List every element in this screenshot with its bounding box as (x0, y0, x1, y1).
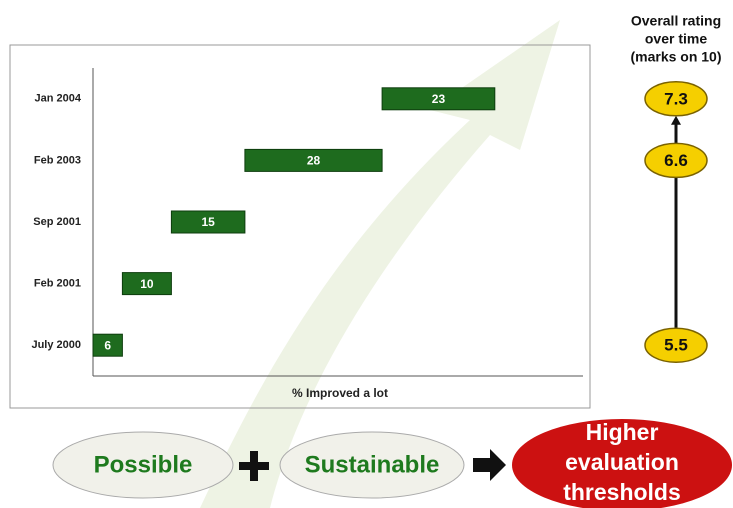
sustainable-text: Sustainable (305, 451, 440, 478)
footer: Possible Sustainable Higher evaluation t… (52, 419, 732, 508)
bar-label: 23 (432, 92, 446, 106)
chart-frame (9, 44, 591, 409)
bar (170, 210, 246, 234)
result-bubble (512, 419, 732, 508)
background-arrow (200, 20, 560, 508)
y-tick-label: July 2000 (31, 339, 81, 351)
x-axis-label: % Improved a lot (292, 386, 388, 400)
y-tick-label: Feb 2003 (34, 154, 81, 166)
bar-label: 15 (201, 215, 215, 229)
sustainable-bubble (279, 431, 465, 499)
plus-sign (239, 462, 269, 470)
bar (244, 148, 383, 172)
rating-arrowhead (671, 115, 681, 125)
y-tick-label: Sep 2001 (33, 216, 81, 228)
possible-text: Possible (94, 451, 193, 478)
bar-label: 10 (140, 277, 154, 291)
y-tick-label: Jan 2004 (35, 93, 82, 105)
rating-label: 6.6 (664, 151, 688, 170)
bar-label: 28 (307, 154, 321, 168)
rating-oval (644, 142, 708, 179)
result-text: evaluation (565, 449, 679, 475)
bar (92, 333, 123, 357)
bar-label: 6 (104, 338, 111, 352)
possible-bubble (52, 431, 234, 499)
bar (381, 87, 496, 111)
rating-oval (644, 327, 708, 363)
ratings-title: Overall rating (631, 13, 721, 29)
rating-label: 5.5 (664, 336, 688, 355)
y-tick-label: Feb 2001 (34, 278, 81, 290)
result-text: thresholds (563, 479, 681, 505)
ratings-title: (marks on 10) (630, 49, 721, 65)
bar (121, 272, 172, 296)
arrow (473, 449, 506, 481)
rating-label: 7.3 (664, 89, 688, 108)
result-text: Higher (586, 419, 659, 445)
ratings-title: over time (645, 31, 707, 47)
rating-oval (644, 81, 708, 117)
